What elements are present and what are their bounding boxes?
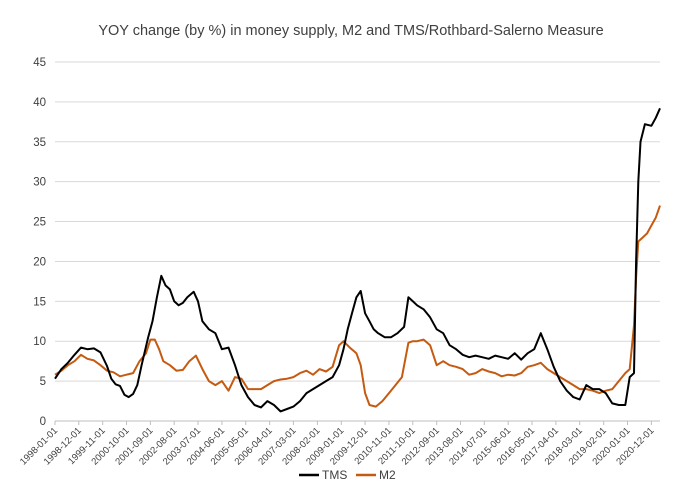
y-tick-label: 35 [33,137,46,149]
series-lines [54,107,661,413]
y-tick-label: 45 [33,57,46,69]
legend-label-m2: M2 [379,468,396,482]
gridlines [55,61,660,422]
y-tick-label: 25 [33,217,46,229]
legend-label-tms: TMS [322,468,347,482]
y-tick-label: 40 [33,97,46,109]
y-tick-label: 10 [33,336,46,348]
y-tick-label: 30 [33,177,46,189]
series-line-m2 [54,205,661,408]
y-axis-ticks: 0 5 10 15 20 25 30 35 40 45 [33,57,46,428]
series-line-tms [54,107,661,413]
y-tick-label: 0 [40,416,46,428]
x-axis-ticks: 1998-01-011998-12-011999-11-012000-10-01… [18,421,656,467]
y-tick-label: 5 [40,376,46,388]
chart-title: YOY change (by %) in money supply, M2 an… [98,23,603,39]
y-tick-label: 15 [33,296,46,308]
y-tick-label: 20 [33,256,46,268]
legend: TMS M2 [299,468,396,482]
